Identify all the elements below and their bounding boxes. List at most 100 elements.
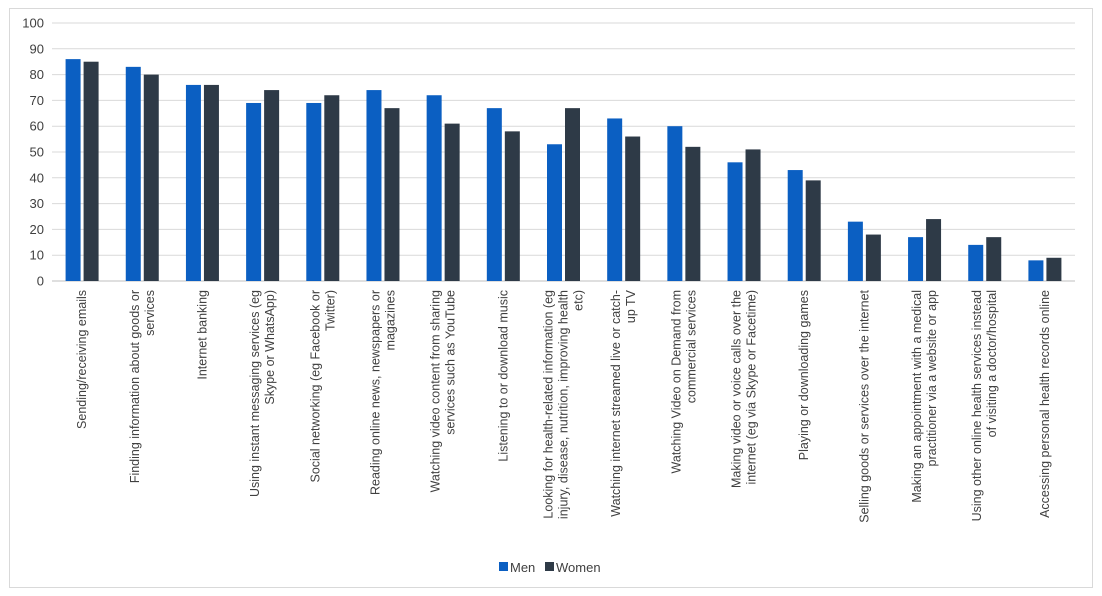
x-category-label-line: Making an appointment with a medical — [910, 290, 924, 503]
x-axis-labels: Sending/receiving emails Finding informat… — [75, 289, 1052, 522]
x-category-label-line: Using other online health services inste… — [970, 290, 984, 521]
x-category-label-3: Using instant messaging services (eg Skyp… — [248, 290, 277, 497]
x-category-label-line: Making video or voice calls over the — [730, 290, 744, 488]
y-tick-label-50: 50 — [30, 145, 44, 160]
bar-men-8 — [547, 144, 562, 281]
x-category-label-1: Finding information about goods or servic… — [128, 290, 157, 483]
x-category-label-12: Playing or downloading games — [797, 290, 811, 460]
x-category-label-line: services — [143, 290, 157, 336]
bar-men-4 — [306, 102, 322, 281]
x-category-label-line: Skype or WhatsApp) — [263, 290, 277, 405]
x-category-label-line: Sending/receiving emails — [75, 290, 89, 429]
bars — [65, 59, 1062, 282]
bar-men-11 — [727, 162, 743, 281]
bar-men-15 — [968, 244, 984, 281]
x-category-label-line: Twitter) — [323, 290, 337, 331]
x-category-label-line: of visiting a doctor/hospital — [985, 290, 999, 437]
x-category-label-line: Finding information about goods or — [128, 290, 142, 483]
legend-label-men: Men — [510, 560, 535, 575]
x-category-label-9: Watching internet streamed live or catch… — [609, 289, 638, 516]
x-category-label-line: Watching Video on Demand from — [669, 290, 683, 473]
x-category-label-line: Playing or downloading games — [797, 290, 811, 460]
x-category-label-16: Accessing personal health records online — [1038, 290, 1052, 518]
legend-swatch-women — [545, 562, 554, 571]
y-tick-label-30: 30 — [30, 196, 44, 211]
x-category-label-8: Looking for health-related information (… — [542, 290, 586, 519]
legend-label-women: Women — [556, 560, 601, 575]
gridlines — [52, 22, 1075, 282]
x-category-label-4: Social networking (eg Facebook or Twitter… — [308, 290, 337, 482]
bar-men-10 — [667, 126, 683, 281]
bar-women-0 — [83, 61, 99, 282]
x-category-label-line: Using instant messaging services (eg — [248, 290, 262, 497]
x-category-label-13: Selling goods or services over the inter… — [857, 289, 871, 522]
legend-swatch-men — [499, 562, 508, 571]
bar-women-12 — [805, 180, 821, 281]
x-category-label-10: Watching Video on Demand from commercial … — [669, 290, 698, 473]
bar-women-2 — [203, 84, 219, 281]
x-category-label-2: Internet banking — [195, 290, 209, 380]
bar-women-10 — [685, 146, 701, 281]
legend: Men Women — [499, 560, 601, 575]
bar-men-6 — [426, 95, 442, 282]
bar-women-3 — [264, 90, 280, 281]
x-category-label-line: up TV — [624, 289, 638, 323]
bar-men-0 — [65, 59, 81, 282]
bar-men-7 — [486, 108, 502, 281]
bar-women-4 — [324, 95, 340, 282]
bar-women-11 — [745, 149, 761, 281]
bar-women-9 — [625, 136, 641, 281]
x-category-label-0: Sending/receiving emails — [75, 290, 89, 429]
bar-women-14 — [926, 219, 942, 281]
bar-men-2 — [185, 84, 201, 281]
x-category-label-line: Social networking (eg Facebook or — [308, 290, 322, 482]
bar-women-16 — [1046, 257, 1062, 281]
x-category-label-line: Selling goods or services over the inter… — [857, 289, 871, 522]
x-category-label-line: commercial services — [684, 290, 698, 403]
x-category-label-7: Listening to or download music — [496, 290, 510, 462]
x-category-label-line: Looking for health-related information (… — [542, 290, 556, 519]
bar-women-13 — [865, 234, 881, 281]
y-tick-label-40: 40 — [30, 170, 44, 185]
x-category-label-line: Accessing personal health records online — [1038, 290, 1052, 518]
bar-women-7 — [504, 131, 520, 281]
x-category-label-line: Watching video content from sharing — [429, 290, 443, 492]
legend-item-men: Men — [499, 560, 535, 575]
x-category-label-line: internet (eg via Skype or Facetime) — [745, 290, 759, 485]
x-category-label-line: injury, disease, nutrition, improving he… — [557, 290, 571, 519]
y-tick-label-20: 20 — [30, 222, 44, 237]
y-axis-ticks: 0 10 20 30 40 50 60 70 80 90 100 — [22, 16, 44, 289]
bar-women-6 — [444, 123, 460, 282]
x-category-label-15: Using other online health services inste… — [970, 290, 999, 521]
y-tick-label-100: 100 — [22, 16, 44, 31]
bar-men-9 — [607, 118, 623, 282]
bar-men-16 — [1028, 260, 1044, 281]
y-tick-label-60: 60 — [30, 119, 44, 134]
bar-women-1 — [143, 74, 159, 281]
x-category-label-6: Watching video content from sharing servi… — [429, 290, 458, 492]
bar-women-5 — [384, 108, 400, 281]
x-category-label-line: Reading online news, newspapers or — [368, 290, 382, 495]
x-category-label-line: etc) — [572, 290, 586, 311]
bar-men-3 — [246, 102, 262, 281]
bar-men-12 — [787, 170, 803, 281]
y-tick-label-70: 70 — [30, 93, 44, 108]
y-tick-label-80: 80 — [30, 67, 44, 82]
y-tick-label-0: 0 — [37, 274, 44, 289]
y-tick-label-90: 90 — [30, 41, 44, 56]
x-category-label-11: Making video or voice calls over the inte… — [730, 290, 759, 488]
bar-women-15 — [986, 237, 1002, 281]
bar-men-5 — [366, 90, 382, 281]
x-category-label-5: Reading online news, newspapers or magazi… — [368, 290, 397, 495]
bar-women-8 — [565, 108, 580, 281]
y-tick-label-10: 10 — [30, 248, 44, 263]
legend-item-women: Women — [545, 560, 601, 575]
bar-men-1 — [125, 66, 141, 281]
x-category-label-line: magazines — [383, 290, 397, 350]
bar-men-13 — [847, 221, 863, 281]
bar-men-14 — [908, 237, 924, 281]
x-category-label-line: Listening to or download music — [496, 290, 510, 462]
x-category-label-line: Watching internet streamed live or catch… — [609, 290, 623, 517]
x-category-label-line: services such as YouTube — [444, 290, 458, 435]
